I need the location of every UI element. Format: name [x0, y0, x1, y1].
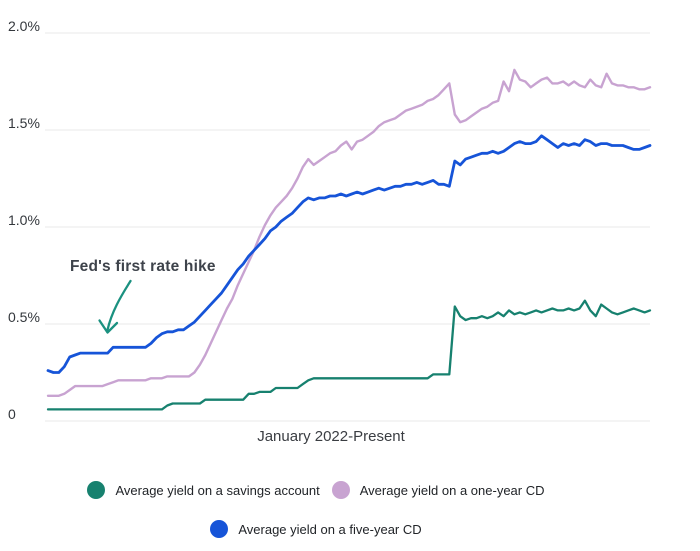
x-axis-label: January 2022-Present: [257, 428, 405, 445]
legend-label-one-year-cd: Average yield on a one-year CD: [359, 482, 545, 498]
savings-account-swatch-icon: [87, 481, 106, 499]
legend-item-five-year-cd: Average yield on a five-year CD: [210, 520, 422, 538]
legend-label-five-year-cd: Average yield on a five-year CD: [238, 521, 422, 537]
y-tick-label: 1.0%: [8, 212, 40, 228]
legend-item-savings-account: Average yield on a savings account: [87, 481, 320, 499]
gridlines: [45, 32, 650, 422]
one-year-cd-swatch-icon: [331, 481, 350, 499]
series-line-1: [46, 68, 652, 397]
line-chart: [45, 32, 652, 422]
legend-label-savings-account: Average yield on a savings account: [115, 482, 320, 498]
five-year-cd-swatch-icon: [210, 520, 229, 538]
y-tick-label: 1.5%: [8, 115, 40, 131]
legend-item-one-year-cd: Average yield on a one-year CD: [331, 481, 545, 499]
series-line-2: [46, 134, 652, 374]
annotation-arrow-icon: [98, 279, 132, 334]
y-tick-label: 0.5%: [8, 309, 40, 325]
annotation-fed-first-rate-hike: Fed's first rate hike: [70, 258, 216, 275]
legend-row-1: Average yield on a savings account Avera…: [0, 481, 632, 499]
y-tick-label: 2.0%: [8, 18, 40, 34]
y-tick-label: 0: [8, 406, 16, 422]
series-line-0: [46, 299, 652, 411]
legend-row-2: Average yield on a five-year CD: [0, 520, 632, 538]
